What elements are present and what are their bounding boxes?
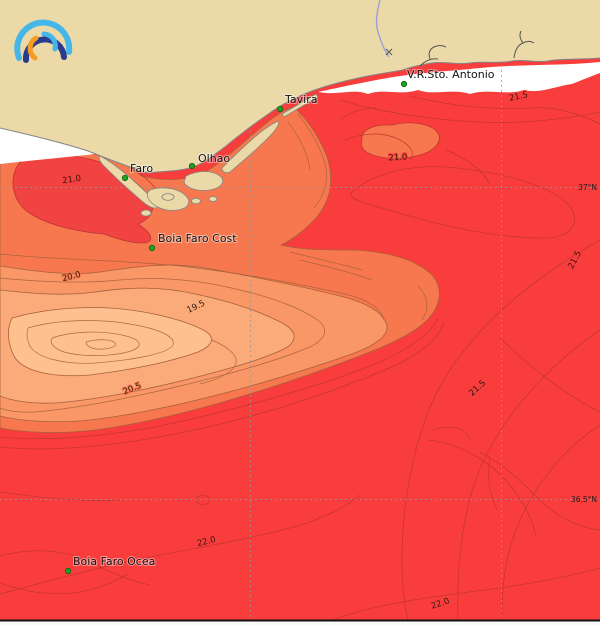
station-marker-olhao[interactable] [188,162,196,170]
place-label-boia-faro-cost: Boia Faro Cost [158,232,237,245]
station-marker-tavira[interactable] [276,105,284,113]
station-marker-vr-sto-antonio[interactable] [400,80,408,88]
land-mass [0,0,600,173]
place-label-boia-faro-ocea: Boia Faro Ocea [73,555,155,568]
place-label-vr-sto-antonio: V.R.Sto. Antonio [407,68,495,81]
station-marker-boia-faro-ocea[interactable] [64,567,72,575]
latitude-label-0: 37°N [578,183,597,192]
coastal-no-data-band [0,62,600,164]
coastline [0,57,600,174]
lagoon-islands [98,93,319,217]
station-marker-boia-faro-cost[interactable] [148,244,156,252]
place-label-tavira: Tavira [284,93,317,106]
latitude-label-1: 36.5°N [571,495,597,504]
station-marker-faro[interactable] [121,174,129,182]
map-frame-bottom [0,619,600,622]
logo-outer-arc [14,19,73,61]
cool-pocket-offshore [361,122,440,159]
band-lt-19-5 [8,307,212,377]
logo-middle-arc [22,36,67,63]
bottom-margin [0,621,600,625]
isotherm-label-2: 21.0 [388,153,407,164]
logo-inner-blue-arc [41,31,58,52]
creek-lines [385,30,535,67]
rivers [375,0,535,67]
guadiana-river [375,0,390,58]
place-label-olhao: Olhao [198,152,230,165]
isotherm-label-0: 21.0 [62,174,82,187]
place-label-faro: Faro [130,162,153,175]
isotherm-lines-orange [0,113,428,413]
rainbow-logo [14,19,73,63]
logo-orange-arc [27,35,39,61]
